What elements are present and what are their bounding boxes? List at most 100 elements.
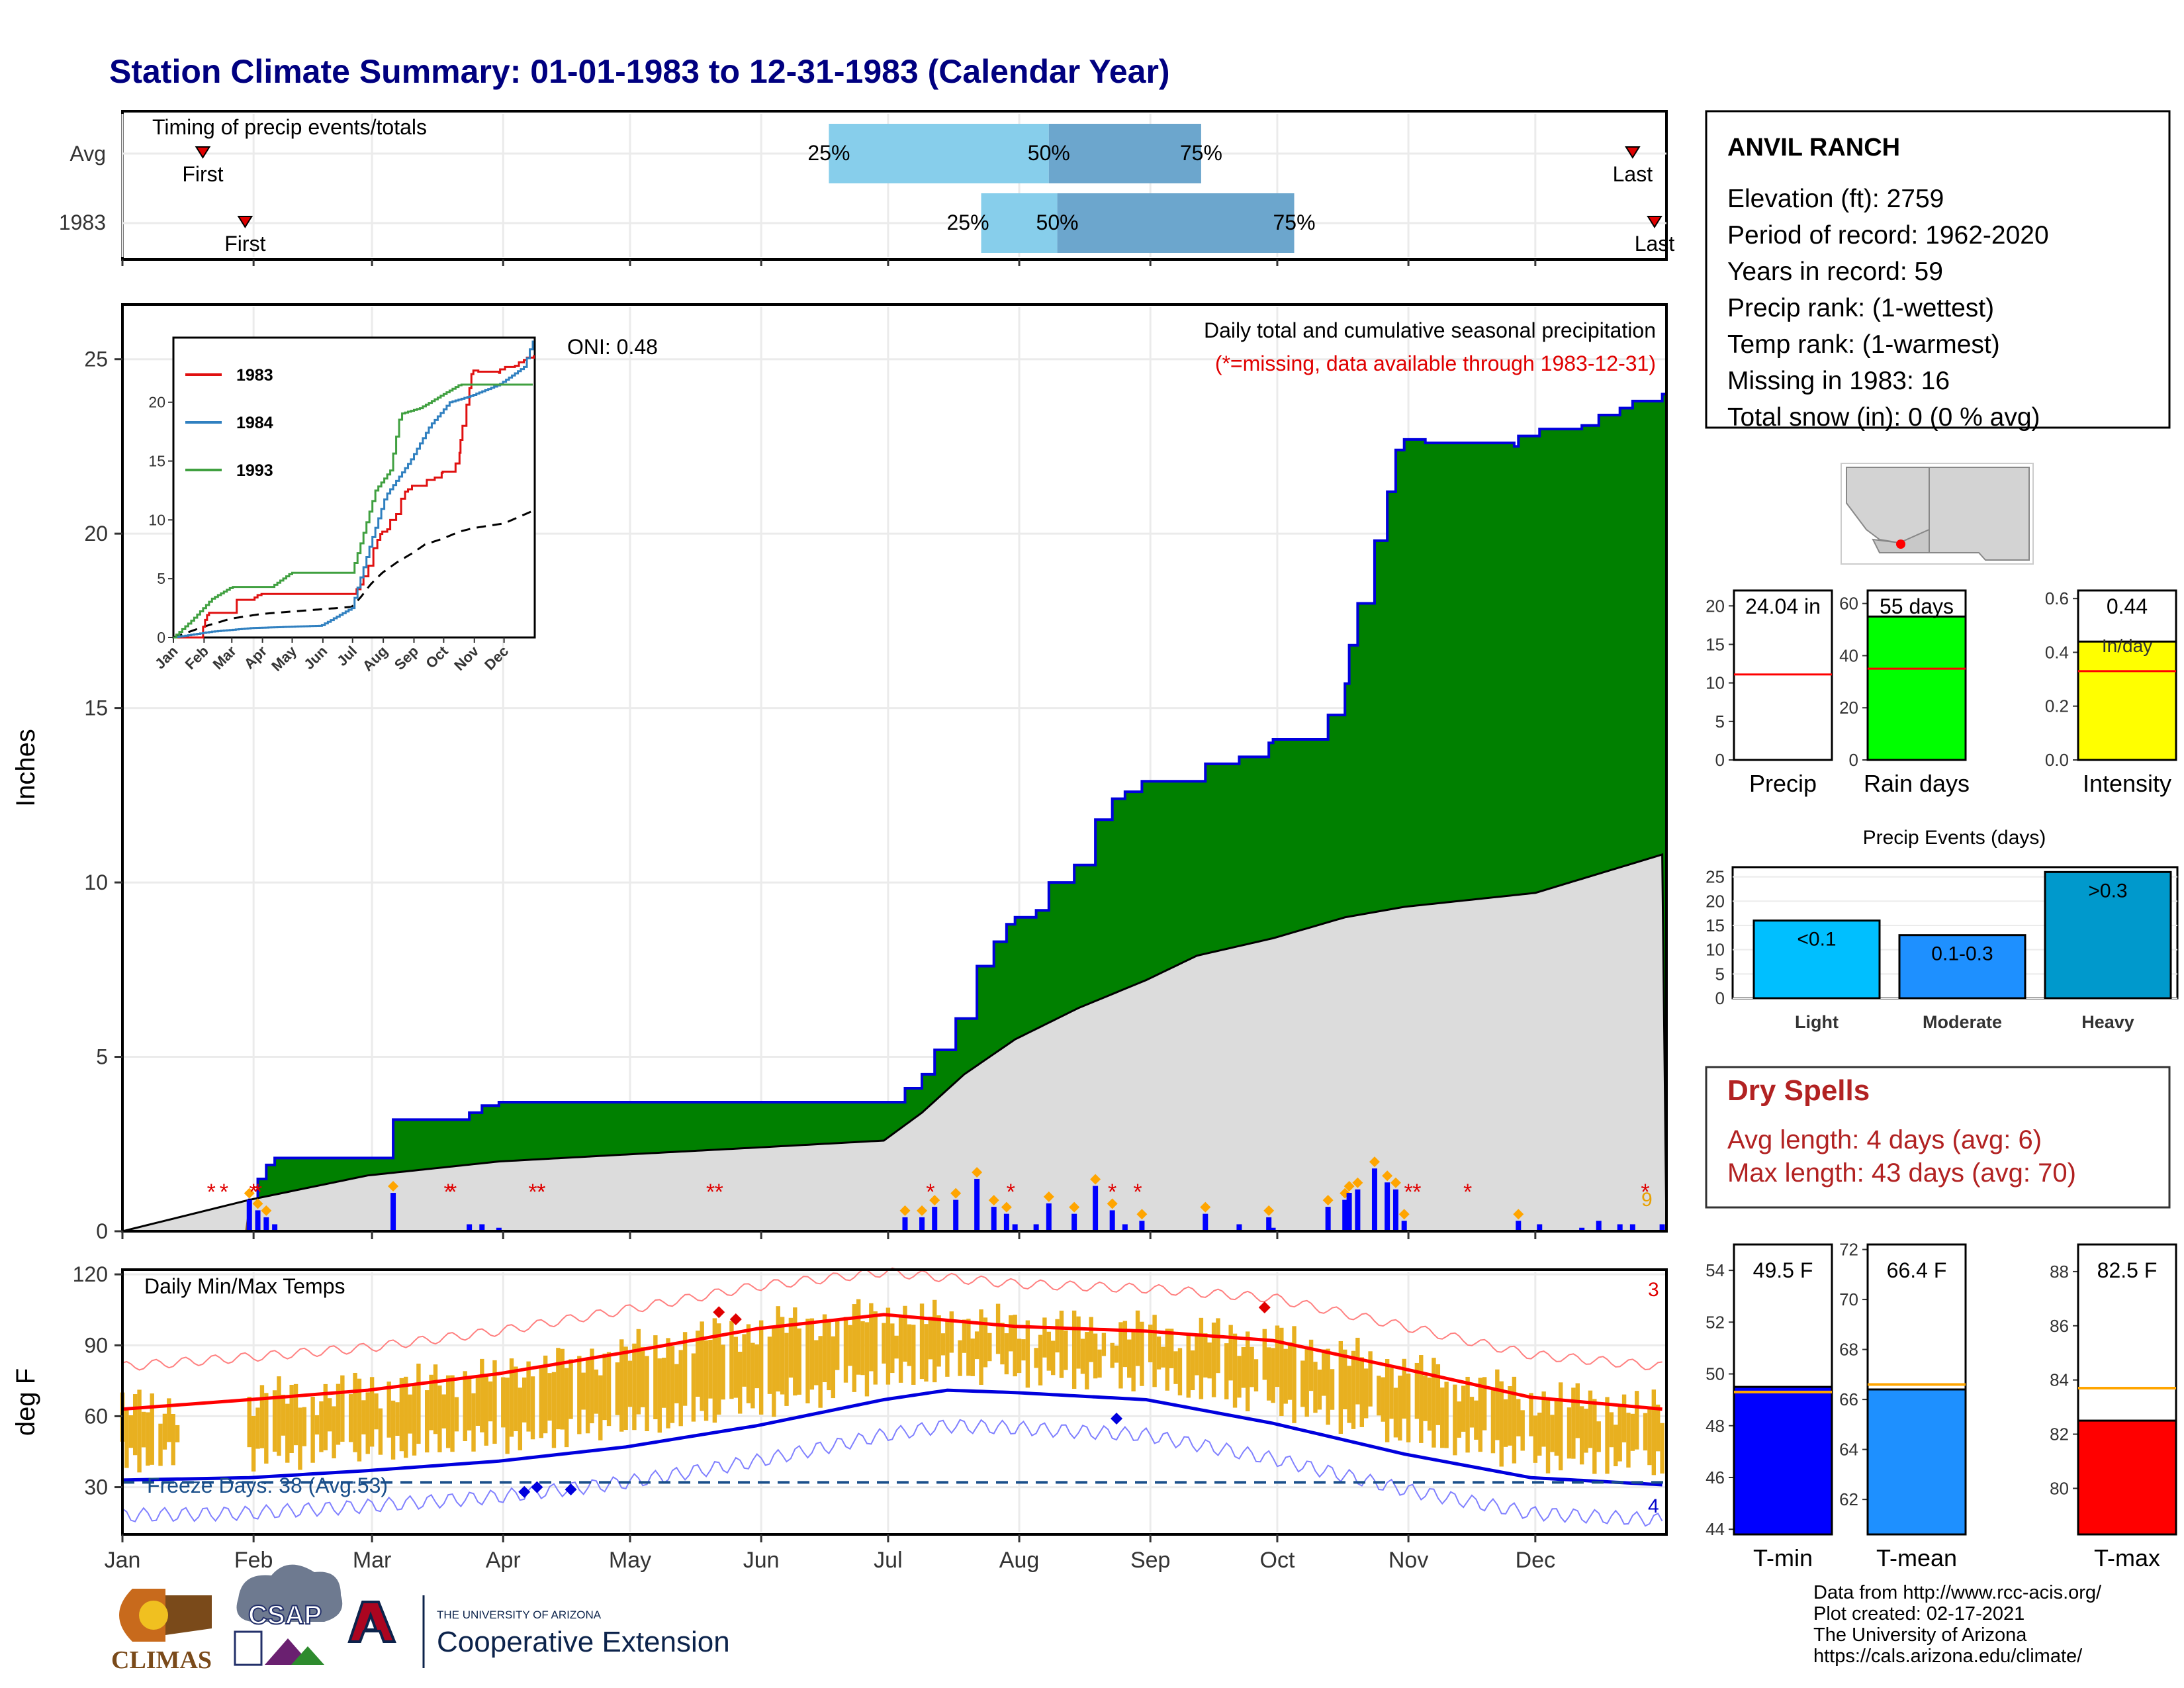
daily-temp-bar (522, 1377, 527, 1423)
record-high-marker (1258, 1301, 1271, 1314)
daily-temp-bar (1402, 1358, 1406, 1419)
timing-row-avg: Avg (69, 142, 106, 165)
daily-temp-bar (1148, 1325, 1153, 1362)
daily-temp-bar (488, 1381, 493, 1422)
daily-temp-bar (374, 1393, 379, 1430)
daily-temp-bar (1478, 1378, 1482, 1452)
daily-temp-bar (1453, 1384, 1457, 1456)
daily-temp-bar (1533, 1415, 1538, 1463)
timing-marker (195, 146, 211, 159)
precip-ytick-label: 0 (96, 1219, 108, 1243)
daily-precip-bar (467, 1224, 473, 1231)
daily-temp-bar (285, 1403, 290, 1463)
missing-marker: * (250, 1180, 258, 1205)
daily-temp-bar (1021, 1339, 1026, 1361)
daily-temp-bar (1617, 1405, 1622, 1462)
ua-big-text: Cooperative Extension (437, 1626, 730, 1658)
daily-temp-bar (1228, 1325, 1233, 1381)
daily-temp-bar (454, 1397, 459, 1432)
daily-temp-bar (1588, 1390, 1593, 1448)
daily-temp-bar (1512, 1376, 1517, 1464)
summary-ytick-label: 40 (1839, 645, 1858, 665)
summary-frame (1866, 589, 1967, 761)
summary-ytick-label: 0.4 (2045, 642, 2069, 662)
daily-temp-bar (492, 1360, 497, 1444)
daily-temp-bar (1554, 1399, 1559, 1456)
heavy-event-marker (1090, 1174, 1101, 1185)
daily-temp-bar (1173, 1351, 1178, 1384)
daily-temp-bar (564, 1368, 569, 1448)
summary-bar-label: Precip (1749, 770, 1817, 797)
heavy-event-marker (244, 1188, 255, 1199)
temp-summary-ytick-label: 54 (1706, 1260, 1725, 1280)
daily-temp-bar (835, 1319, 840, 1370)
daily-precip-bar (479, 1224, 485, 1231)
precip-events-panel: Precip Events (days) 0 5 10 15 20 25 <0.1 Light… (1706, 827, 2179, 1032)
events-ytick-label: 10 (1706, 940, 1725, 960)
summary-bar-label: Rain days (1864, 770, 1970, 797)
temp-panel: 30 60 90 120 Jan Feb Mar Apr May Jun Jul Aug Sep Oct… (11, 1262, 1668, 1573)
summary-frame (2077, 589, 2177, 761)
daily-temp-bar (369, 1377, 375, 1447)
daily-precip-bar (1109, 1210, 1115, 1231)
station-line-5: Missing in 1983: 16 (1727, 367, 1950, 395)
daily-temp-bar (784, 1333, 789, 1406)
daily-temp-bar (661, 1358, 666, 1408)
precip-ylabel: Inches (11, 729, 40, 807)
daily-temp-bar (919, 1303, 925, 1380)
daily-temp-bar (928, 1316, 933, 1360)
daily-temp-bar (1571, 1387, 1576, 1459)
temp-summary-bar (1733, 1385, 1833, 1536)
daily-precip-bar (953, 1199, 959, 1231)
daily-temp-bar (606, 1352, 612, 1427)
daily-temp-bar (167, 1398, 171, 1442)
daily-temp-bar (949, 1311, 954, 1353)
daily-precip-bar (1325, 1207, 1331, 1231)
daily-temp-bar (1122, 1321, 1128, 1368)
daily-temp-bar (425, 1390, 430, 1453)
temp-summary-value-label: 49.5 F (1753, 1258, 1813, 1282)
daily-temp-bar (1351, 1350, 1356, 1429)
daily-temp-bar (475, 1376, 480, 1426)
daily-temp-bar (1545, 1398, 1551, 1474)
daily-temp-bar (1322, 1349, 1326, 1396)
timing-marker (237, 216, 253, 228)
daily-temp-bar (1656, 1404, 1661, 1452)
daily-temp-bar (717, 1323, 721, 1415)
daily-temp-bar (933, 1299, 937, 1383)
daily-temp-bar (962, 1319, 967, 1353)
daily-precip-bar (1579, 1227, 1585, 1231)
summary-bar (2077, 640, 2177, 761)
daily-precip-bar (991, 1207, 997, 1231)
daily-temp-bar (551, 1372, 557, 1448)
temp-summary-ytick-label: 50 (1706, 1364, 1725, 1384)
daily-temp-bar (1575, 1383, 1580, 1438)
daily-temp-bar (754, 1344, 759, 1389)
daily-temp-bar (1195, 1335, 1199, 1376)
daily-temp-bar (666, 1338, 670, 1429)
daily-temp-bar (1368, 1351, 1373, 1407)
daily-precip-bar (1596, 1221, 1602, 1231)
daily-temp-bar (526, 1361, 531, 1432)
daily-temp-bar (721, 1344, 725, 1400)
temp-ytick-label: 120 (73, 1262, 108, 1286)
daily-temp-bar (450, 1375, 455, 1452)
missing-marker: * (1412, 1180, 1421, 1205)
temp-summary-label: T-min (1753, 1544, 1813, 1571)
month-tick-label: Dec (1516, 1548, 1555, 1573)
daily-temp-bar (645, 1356, 649, 1432)
month-tick-label: Jun (743, 1548, 780, 1573)
daily-temp-bar (793, 1307, 797, 1396)
daily-temp-bar (412, 1384, 417, 1456)
daily-precip-bar (974, 1178, 980, 1231)
daily-temp-bar (264, 1393, 269, 1464)
daily-temp-bar (869, 1303, 874, 1372)
daily-temp-bar (484, 1374, 488, 1446)
timing-marker-label: Last (1613, 162, 1653, 186)
daily-temp-bar (387, 1382, 391, 1438)
avg-cumulative-area (122, 853, 1668, 1233)
temp-title: Daily Min/Max Temps (144, 1274, 345, 1298)
events-bar-label: <0.1 (1797, 929, 1836, 951)
